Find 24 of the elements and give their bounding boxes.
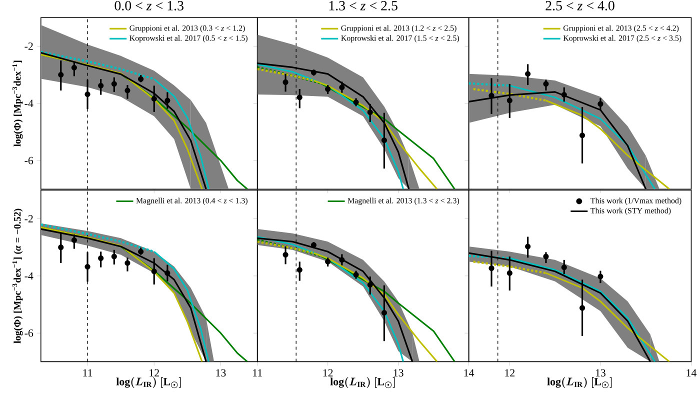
x-tick-label: 14 [464,369,474,377]
y-tick-label: -2 [24,215,33,223]
x-tick-label: 14 [686,369,697,377]
y-tick-label: -4 [24,100,34,108]
x-tick-label: 13 [394,369,404,377]
y-tick-label: -6 [24,330,34,337]
x-axis-title: $\log(L_{\rm IR})\ [{\rm L}_\odot]$ [547,377,612,388]
x-axis-title: $\log(L_{\rm IR})\ [{\rm L}_\odot]$ [116,377,181,388]
y-axis-title: log(Φ) [Mpc$^{−3}$dex$^{−1}$] [12,60,23,147]
x-tick-label: 12 [150,369,159,377]
x-tick-label: 13 [596,369,606,377]
y-tick-label: -2 [24,42,33,50]
y-axis-title: log(Φ) [Mpc$^{−3}$dex$^{−1}$] (α = −0.52) [12,208,23,344]
x-tick-label: 11 [83,369,92,377]
x-tick-label: 12 [323,369,333,377]
y-tick-label: -6 [24,157,34,164]
x-tick-label: 13 [216,369,226,377]
x-axis-title: $\log(L_{\rm IR})\ [{\rm L}_\odot]$ [330,377,395,388]
chart-title: 0.0 < z < 1.3 [114,1,184,11]
chart-title: 2.5 < z < 4.0 [546,1,614,11]
x-tick-label: 11 [253,369,262,377]
chart-title: 1.3 < z < 2.5 [329,1,398,11]
x-tick-label: 12 [505,369,515,377]
y-tick-label: -4 [24,272,34,280]
